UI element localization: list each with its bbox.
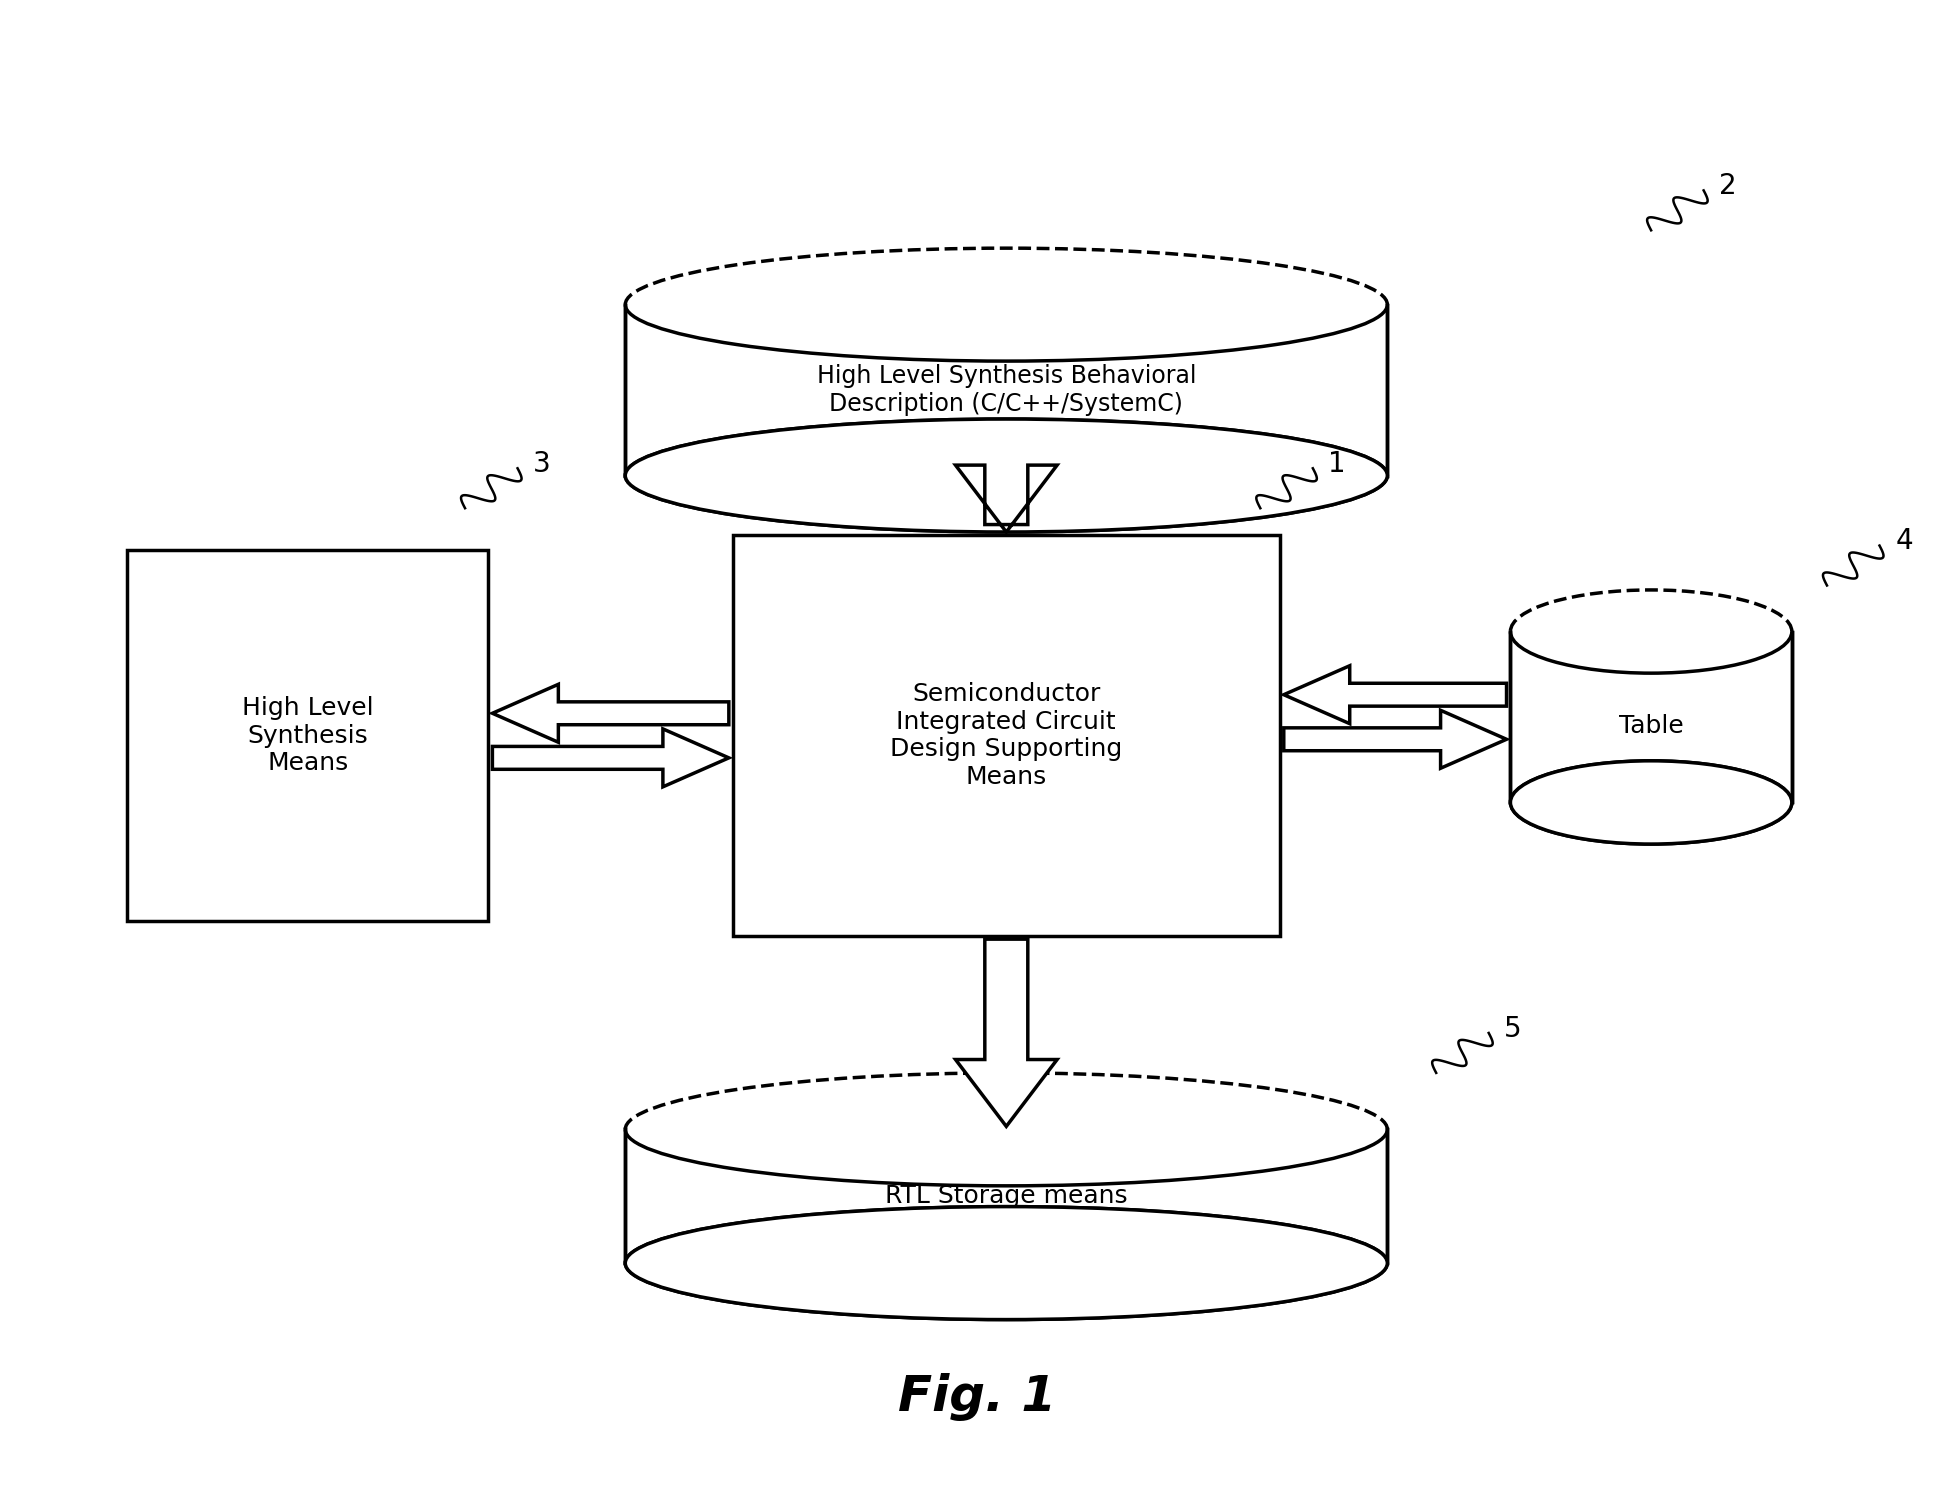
Text: 3: 3: [533, 450, 551, 478]
Text: 1: 1: [1329, 450, 1346, 478]
Ellipse shape: [625, 1207, 1387, 1320]
Text: High Level
Synthesis
Means: High Level Synthesis Means: [242, 695, 373, 776]
Polygon shape: [1510, 632, 1792, 802]
Polygon shape: [1284, 710, 1507, 768]
Polygon shape: [492, 684, 729, 742]
Ellipse shape: [1510, 761, 1792, 844]
Text: 4: 4: [1895, 528, 1913, 556]
Text: Table: Table: [1618, 713, 1684, 737]
Polygon shape: [492, 730, 729, 788]
Polygon shape: [625, 305, 1387, 476]
Bar: [127, 550, 488, 921]
Polygon shape: [956, 465, 1057, 532]
Text: High Level Synthesis Behavioral
Description (C/C++/SystemC): High Level Synthesis Behavioral Descript…: [817, 364, 1196, 416]
Text: RTL Storage means: RTL Storage means: [885, 1184, 1127, 1208]
Ellipse shape: [625, 419, 1387, 532]
Ellipse shape: [625, 1207, 1387, 1320]
Ellipse shape: [625, 419, 1387, 532]
Polygon shape: [1284, 666, 1507, 724]
Polygon shape: [956, 939, 1057, 1126]
Text: Fig. 1: Fig. 1: [899, 1373, 1055, 1421]
Ellipse shape: [1510, 761, 1792, 844]
Bar: [733, 535, 1280, 936]
Polygon shape: [625, 1129, 1387, 1263]
Text: Semiconductor
Integrated Circuit
Design Supporting
Means: Semiconductor Integrated Circuit Design …: [891, 682, 1122, 789]
Text: 5: 5: [1505, 1015, 1522, 1043]
Text: 2: 2: [1720, 172, 1737, 201]
